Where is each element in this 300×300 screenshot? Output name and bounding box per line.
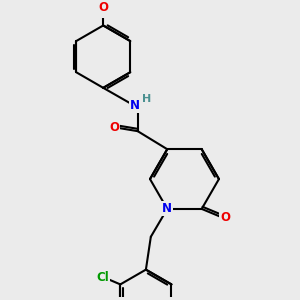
Text: Cl: Cl bbox=[97, 271, 109, 284]
Text: H: H bbox=[142, 94, 152, 104]
Text: O: O bbox=[220, 211, 230, 224]
Text: O: O bbox=[109, 122, 119, 134]
Text: N: N bbox=[162, 202, 172, 215]
Text: N: N bbox=[130, 99, 140, 112]
Text: O: O bbox=[98, 1, 108, 14]
